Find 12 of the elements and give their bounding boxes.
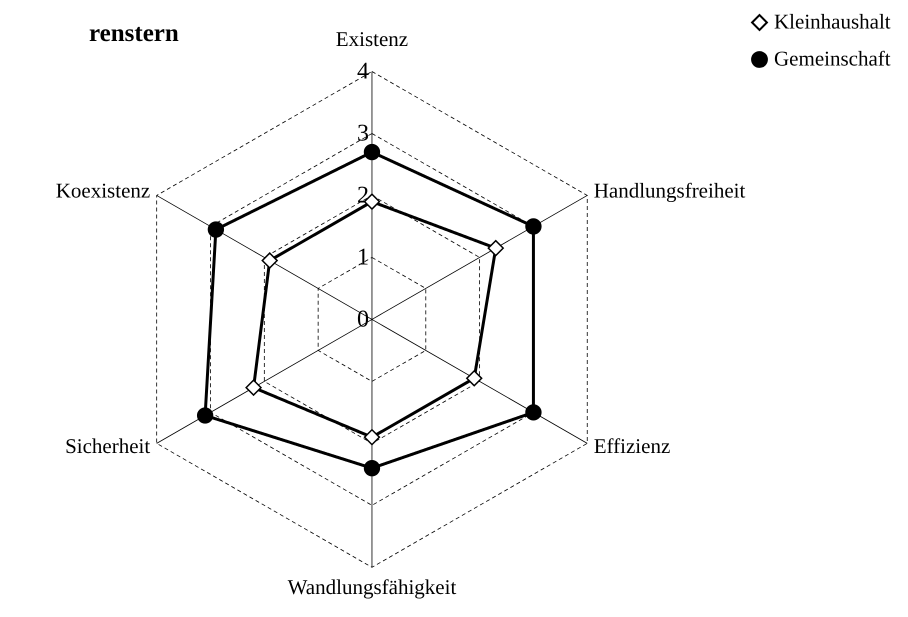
legend-label: Gemeinschaft: [774, 46, 891, 70]
spoke-label: Wandlungsfähigkeit: [288, 574, 456, 599]
legend-label: Kleinhaushalt: [774, 10, 891, 34]
spoke-label: Existenz: [336, 27, 408, 52]
y-tick-label: 3: [356, 120, 369, 146]
y-tick-label: 4: [356, 58, 369, 84]
spoke-label: Koexistenz: [56, 178, 150, 203]
y-tick-label: 1: [356, 244, 369, 270]
chart-title: renstern: [89, 20, 179, 47]
spoke-label: Handlungsfreiheit: [594, 178, 746, 203]
spoke-label: Sicherheit: [65, 434, 150, 458]
spoke-label: Effizienz: [594, 434, 670, 458]
